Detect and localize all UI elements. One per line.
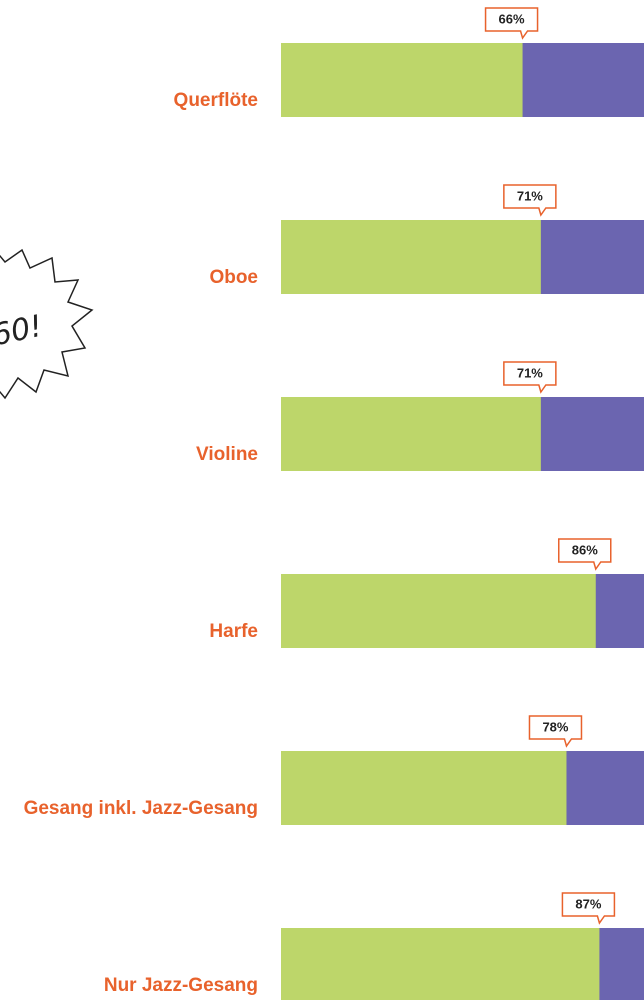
value-label: 86% [572,542,598,557]
value-label: 66% [499,11,525,26]
value-callout: 87% [561,892,616,925]
category-label: Querflöte [174,90,258,111]
callout-box [558,538,612,571]
value-callout: 71% [503,361,557,394]
value-label: 87% [575,896,601,911]
starburst-shape [0,248,94,400]
category-label: Oboe [209,267,258,288]
callout-box [503,184,557,217]
value-callout: 71% [503,184,557,217]
callout-box [503,361,557,394]
bar [281,220,541,294]
callout-box [484,7,539,40]
value-label: 71% [517,188,543,203]
value-label: 78% [542,719,568,734]
value-callout: 66% [484,7,539,40]
value-callout: 78% [528,715,583,748]
category-label: Nur Jazz-Gesang [104,975,258,996]
bar [281,751,567,825]
category-label: Gesang inkl. Jazz-Gesang [24,798,258,819]
callout-box [561,892,616,925]
category-label: Harfe [209,621,258,642]
bar [281,928,600,1000]
category-label: Violine [196,444,258,465]
bar [281,397,541,471]
starburst: 60! [0,248,94,400]
bar [281,43,523,117]
callout-box [528,715,583,748]
bar [281,574,596,648]
value-callout: 86% [558,538,612,571]
value-label: 71% [517,365,543,380]
